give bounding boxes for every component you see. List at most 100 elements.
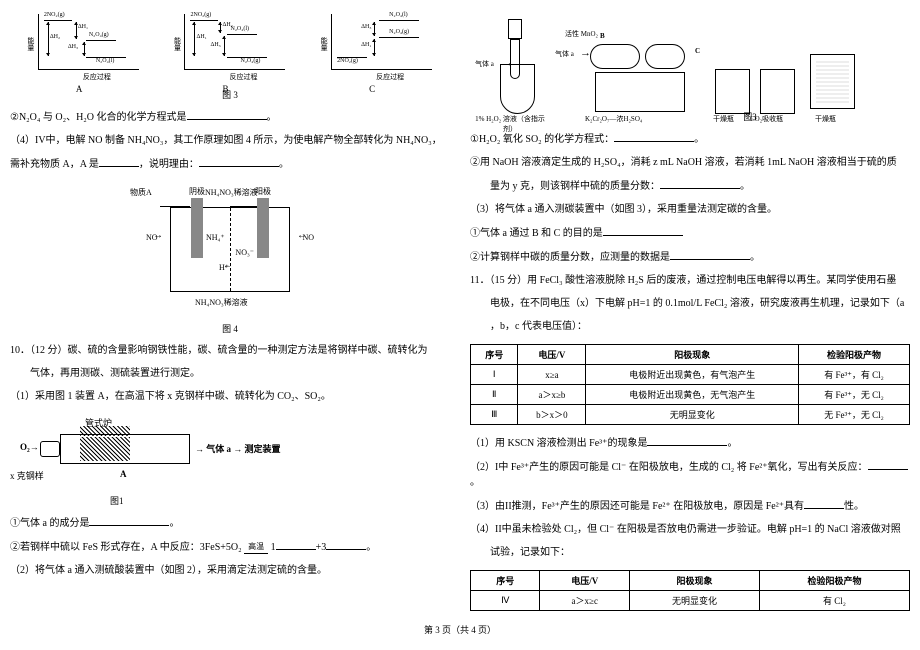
- c-label: C: [695, 47, 700, 55]
- tube-c: [645, 44, 685, 69]
- th: 序号: [471, 571, 540, 591]
- level-bot-label: N₂O₄(l): [96, 58, 115, 64]
- q10-c1: ①气体 a 的成分是。: [10, 515, 450, 531]
- page-footer: 第 3 页（共 4 页）: [10, 623, 910, 636]
- td: 无明显变化: [586, 405, 799, 425]
- inlet: [40, 441, 60, 457]
- pipe-left: [160, 197, 190, 207]
- dh3-label: ΔH₃: [68, 44, 78, 50]
- level-bot-label: N₂O₄(g): [240, 58, 260, 64]
- gas-a-in: 气体 a: [475, 59, 494, 69]
- blank: [647, 435, 727, 446]
- axis-x: [38, 69, 139, 70]
- energy-diagram-b: 能量 2NO₂(g) N₂O₄(l) N₂O₄(g) ΔH₁ ΔH₂ ΔH₃ 反…: [172, 12, 287, 80]
- fig4-caption: 图 4: [10, 322, 450, 335]
- axis-y-label: 能量: [26, 37, 36, 51]
- r-c2-l2-text: 量为 y 克，则该钢样中硫的质量分数：: [490, 181, 660, 192]
- blank: [614, 131, 694, 142]
- axis-x-label: 反应过程: [229, 72, 257, 82]
- th: 阳极现象: [586, 345, 799, 365]
- h2o2-label: 1% H₂O₂ 溶液（含指示剂）: [470, 114, 550, 134]
- axis-y: [184, 14, 185, 70]
- nh4-label: NH₄⁺: [206, 233, 225, 242]
- blank: [276, 539, 316, 550]
- r-p3-c2-text: ②计算钢样中碳的质量分数，应测量的数据是: [470, 252, 670, 263]
- pipe-right: [230, 197, 260, 207]
- q11-p3-suffix: 性。: [844, 501, 864, 512]
- q10-c2-pre: ②若钢样中硫以 FeS 形式存在，A 中反应：3FeS+5O₂: [10, 542, 242, 553]
- q10-head2: 气体，再用测碳、测硫装置进行测定。: [10, 366, 450, 381]
- axis-y-label: 能量: [319, 37, 329, 51]
- r-p3: （3）将气体 a 通入测碳装置中（如图 3），采用重量法测定碳的含量。: [470, 202, 910, 217]
- k2cr2o7-bottle: [595, 72, 685, 112]
- q11-p3: （3）由II推测，Fe³⁺产生的原因还可能是 Fe²⁺ 在阳极放电，原因是 Fe…: [470, 498, 910, 514]
- arrow-dh2: [48, 22, 49, 56]
- td: Ⅱ: [471, 385, 518, 405]
- level-mid: [86, 40, 116, 41]
- gas-a-mid: 气体 a: [555, 49, 574, 59]
- td: a＞x≥c: [540, 591, 630, 611]
- table-row: Ⅲ b＞x＞0 无明显变化 无 Fe³⁺，无 Cl₂: [471, 405, 910, 425]
- level-mid-label: N₂O₄(l): [230, 26, 249, 32]
- q10-c2-cond: 高温: [244, 541, 268, 554]
- td: Ⅲ: [471, 405, 518, 425]
- q11-head2: 电极，在不同电压（x）下电解 pH=1 的 0.1mol/L FeCl₂ 溶液，…: [470, 296, 910, 311]
- r-c1-text: ①H₂O₂ 氧化 SO₂ 的化学方程式：: [470, 134, 614, 145]
- o2-label: O₂→: [20, 442, 39, 452]
- td: 电极附近出现黄色，无气泡产生: [586, 385, 799, 405]
- diagram-a-label: A: [76, 84, 83, 94]
- td: 电极附近出现黄色，有气泡产生: [586, 365, 799, 385]
- td: 无 Fe³⁺，无 Cl₂: [798, 405, 909, 425]
- blank: [670, 249, 750, 260]
- q11-p1: （1）用 KSCN 溶液检测出 Fe³⁺的现象是。: [470, 435, 910, 451]
- arrow-dh1: [76, 22, 77, 39]
- q10-c1-text: ①气体 a 的成分是: [10, 518, 89, 529]
- cell-box: 阴极 阳极 NO NO NH₄⁺ NO₃⁻ H⁺ → ← ←: [170, 207, 290, 292]
- arrow-icon: →: [153, 230, 163, 241]
- diagram-c-label: C: [369, 84, 375, 94]
- mno2-label: 活性 MnO₂: [565, 29, 598, 39]
- r-c2-l1: ②用 NaOH 溶液滴定生成的 H₂SO₄，消耗 z mL NaOH 溶液，若消…: [470, 155, 910, 170]
- blank: [199, 156, 279, 167]
- table-1: 序号 电压/V 阳极现象 检验阳极产物 Ⅰ x≥a 电极附近出现黄色，有气泡产生…: [470, 344, 910, 425]
- anode-electrode: [257, 198, 269, 258]
- tube-b: [590, 44, 640, 69]
- arrow-dh3: [84, 42, 85, 56]
- table-row: Ⅰ x≥a 电极附近出现黄色，有气泡产生 有 Fe³⁺，有 Cl₂: [471, 365, 910, 385]
- furnace-a-label: A: [120, 469, 127, 479]
- q10-c2-plus: +3: [316, 542, 327, 553]
- th: 检验阳极产物: [798, 345, 909, 365]
- right-column: 气体 a → 1% H₂O₂ 溶液（含指示剂） 活性 MnO₂ 气体 a → B…: [470, 10, 910, 615]
- b-label: B: [600, 32, 605, 40]
- q-circle2-line: ②N₂O₄ 与 O₂、H₂O 化合的化学方程式是。: [10, 109, 450, 125]
- th: 阳极现象: [630, 571, 760, 591]
- tube-furnace-diagram: 管式炉 O₂→ → 气体 a → 测定装置 x 克钢样 A: [10, 414, 310, 484]
- q4-intro: （4）IV中，电解 NO 制备 NH₄NO₃，其工作原理如图 4 所示，为使电解…: [10, 133, 450, 148]
- cathode-label: 阴极: [189, 186, 205, 197]
- td: 有 Cl₂: [759, 591, 909, 611]
- left-column: 能量 2NO₂(g) N₂O₄(g) N₂O₄(l) ΔH₂ ΔH₁ ΔH₃ 反…: [10, 10, 450, 615]
- q4-line2: 需补充物质 A，A 是，说明理由：。: [10, 156, 450, 172]
- q11-p1-text: （1）用 KSCN 溶液检测出 Fe³⁺的现象是: [470, 438, 647, 449]
- electrolysis-diagram: 物质A NH₄NO₃稀溶液 阴极 阳极 NO NO NH₄⁺ NO₃⁻ H⁺ →…: [130, 182, 330, 312]
- axis-x-label: 反应过程: [376, 72, 404, 82]
- blank: [99, 156, 139, 167]
- q10-part1: （1）采用图 1 装置 A，在高温下将 x 克钢样中碳、硫转化为 CO₂、SO₂…: [10, 389, 450, 404]
- h2o2-flask: [500, 64, 535, 114]
- no3-label: NO₃⁻: [235, 248, 254, 257]
- dry-bottle-2: [810, 54, 855, 109]
- co2-bottle: [760, 69, 795, 114]
- r-p3-c1-text: ①气体 a 通过 B 和 C 的目的是: [470, 228, 603, 239]
- r-p3-c2: ②计算钢样中碳的质量分数，应测量的数据是。: [470, 249, 910, 265]
- q-circle2-text: ②N₂O₄ 与 O₂、H₂O 化合的化学方程式是: [10, 112, 187, 123]
- q11-head3: ，b，c 代表电压值）：: [470, 319, 910, 334]
- anode-label: 阳极: [255, 186, 271, 197]
- dry1-label: 干燥瓶: [713, 114, 734, 124]
- gas-a-label: → 气体 a → 测定装置: [195, 442, 281, 455]
- blank: [660, 178, 740, 189]
- k2cr2o7-label: K₂Cr₂O₇—浓H₂SO₄: [585, 114, 642, 124]
- dh1-label: ΔH₁: [196, 34, 206, 40]
- level-top-label: 2NO₂(g): [44, 12, 65, 18]
- td: b＞x＞0: [518, 405, 586, 425]
- energy-diagram-row: 能量 2NO₂(g) N₂O₄(g) N₂O₄(l) ΔH₂ ΔH₁ ΔH₃ 反…: [10, 12, 450, 80]
